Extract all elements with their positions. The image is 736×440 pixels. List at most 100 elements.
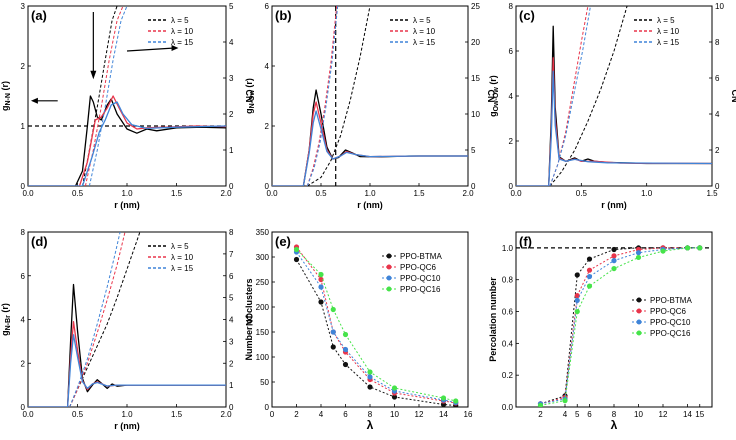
- x-tick-label: 1.5: [413, 189, 425, 198]
- y-tick-label: 4: [509, 92, 514, 101]
- y2-tick-label: 2: [229, 110, 234, 119]
- data-point: [318, 299, 324, 305]
- x-tick-label: 2.0: [462, 189, 474, 198]
- y2-tick-label: 6: [229, 272, 234, 281]
- x-tick-label: 12: [659, 410, 668, 419]
- cn-line-2: [549, 6, 591, 186]
- data-point: [318, 284, 324, 290]
- series-line-2: [296, 251, 456, 403]
- legend-label: λ = 15: [657, 38, 680, 47]
- y-tick-label: 0: [265, 403, 270, 412]
- y-tick-label: 8: [509, 2, 514, 11]
- data-point: [318, 271, 324, 278]
- plot-area: [516, 6, 712, 186]
- y-tick-label: 2: [509, 137, 514, 146]
- y-axis-label: gOw-Ow (r): [488, 75, 500, 117]
- y2-tick-label: 10: [715, 2, 724, 11]
- panel-label: (b): [275, 8, 292, 23]
- cn-line-0: [307, 6, 371, 186]
- rdf-line-0: [28, 283, 226, 407]
- legend-marker: [636, 319, 642, 325]
- x-tick-label: 8: [368, 410, 373, 419]
- y-tick-label: 0: [265, 182, 270, 191]
- cn-line-2: [69, 232, 121, 407]
- y-axis-label: gN-Ow (r): [244, 78, 256, 114]
- data-point: [611, 253, 617, 259]
- panel-label: (d): [31, 234, 48, 249]
- data-point: [293, 256, 300, 263]
- series-line-3: [296, 249, 456, 402]
- cn-line-0: [549, 6, 628, 186]
- data-point: [574, 272, 580, 278]
- cn-line-0: [69, 232, 141, 407]
- legend-label: λ = 15: [171, 38, 194, 47]
- data-point: [611, 258, 617, 264]
- rdf-line-2: [28, 101, 226, 186]
- x-tick-label: 1.0: [121, 189, 133, 198]
- x-tick-label: 10: [390, 410, 399, 419]
- legend: PPO-BTMA PPO-QC6 PPO-QC10 PPO-QC16: [382, 252, 442, 294]
- y2-axis-label: CN: [244, 90, 254, 103]
- legend-marker: [386, 275, 392, 281]
- annotation-arrows: [30, 12, 179, 104]
- data-point: [318, 276, 324, 283]
- legend-marker: [636, 308, 642, 314]
- y-tick-label: 0.8: [502, 276, 514, 285]
- legend-label: PPO-QC6: [400, 263, 437, 272]
- legend-label: PPO-QC10: [400, 274, 441, 283]
- y-tick-label: 200: [256, 303, 270, 312]
- data-point: [586, 273, 593, 280]
- y-tick-label: 0: [21, 182, 26, 191]
- y-axis-label: Percolation number: [488, 277, 498, 362]
- y2-tick-label: 0: [229, 182, 234, 191]
- y2-tick-label: 2: [715, 146, 720, 155]
- data-point: [684, 245, 691, 251]
- x-tick-label: 6: [343, 410, 348, 419]
- y2-tick-label: 8: [715, 38, 720, 47]
- x-tick-label: 0: [270, 410, 275, 419]
- plot-frame: [271, 5, 469, 187]
- y2-tick-label: 1: [229, 381, 234, 390]
- x-tick-label: 2.0: [220, 189, 232, 198]
- legend: λ = 5 λ = 10 λ = 15: [390, 16, 436, 47]
- plot-area: [28, 232, 226, 407]
- y-tick-label: 0.4: [502, 339, 514, 348]
- panel-label: (e): [275, 234, 291, 249]
- y-tick-label: 6: [509, 47, 514, 56]
- x-axis-label: r (nm): [357, 200, 383, 210]
- plot-frame: [27, 231, 227, 408]
- y2-tick-label: 5: [471, 146, 476, 155]
- legend-label: λ = 5: [171, 242, 189, 251]
- data-point: [611, 265, 617, 272]
- y2-tick-label: 3: [229, 74, 234, 83]
- x-tick-label: 0.5: [72, 410, 84, 419]
- x-tick-label: 0.5: [72, 189, 84, 198]
- plot-area: [272, 6, 468, 186]
- x-tick-label: 0.0: [22, 189, 34, 198]
- x-axis-label: r (nm): [114, 200, 140, 210]
- data-point: [367, 369, 373, 375]
- x-tick-label: 5: [575, 410, 580, 419]
- rdf-line-2: [516, 70, 712, 186]
- data-point: [697, 245, 703, 251]
- x-tick-label: 2.0: [220, 410, 232, 419]
- y2-tick-label: 5: [229, 294, 234, 303]
- x-tick-label: 6: [587, 410, 592, 419]
- plot-frame: [27, 5, 227, 187]
- y2-tick-label: 8: [229, 228, 234, 237]
- y2-tick-label: 0: [229, 403, 234, 412]
- x-tick-label: 1.0: [364, 189, 376, 198]
- rdf-line-1: [28, 95, 226, 186]
- legend-marker: [386, 253, 392, 259]
- x-tick-label: 10: [634, 410, 643, 419]
- plot-area: [293, 244, 459, 407]
- data-point: [342, 331, 349, 338]
- legend-label: λ = 15: [413, 38, 436, 47]
- y-tick-label: 100: [256, 353, 270, 362]
- x-tick-label: 8: [612, 410, 617, 419]
- x-axis-label: r (nm): [114, 421, 140, 431]
- y2-tick-label: 0: [471, 182, 476, 191]
- x-tick-label: 16: [464, 410, 473, 419]
